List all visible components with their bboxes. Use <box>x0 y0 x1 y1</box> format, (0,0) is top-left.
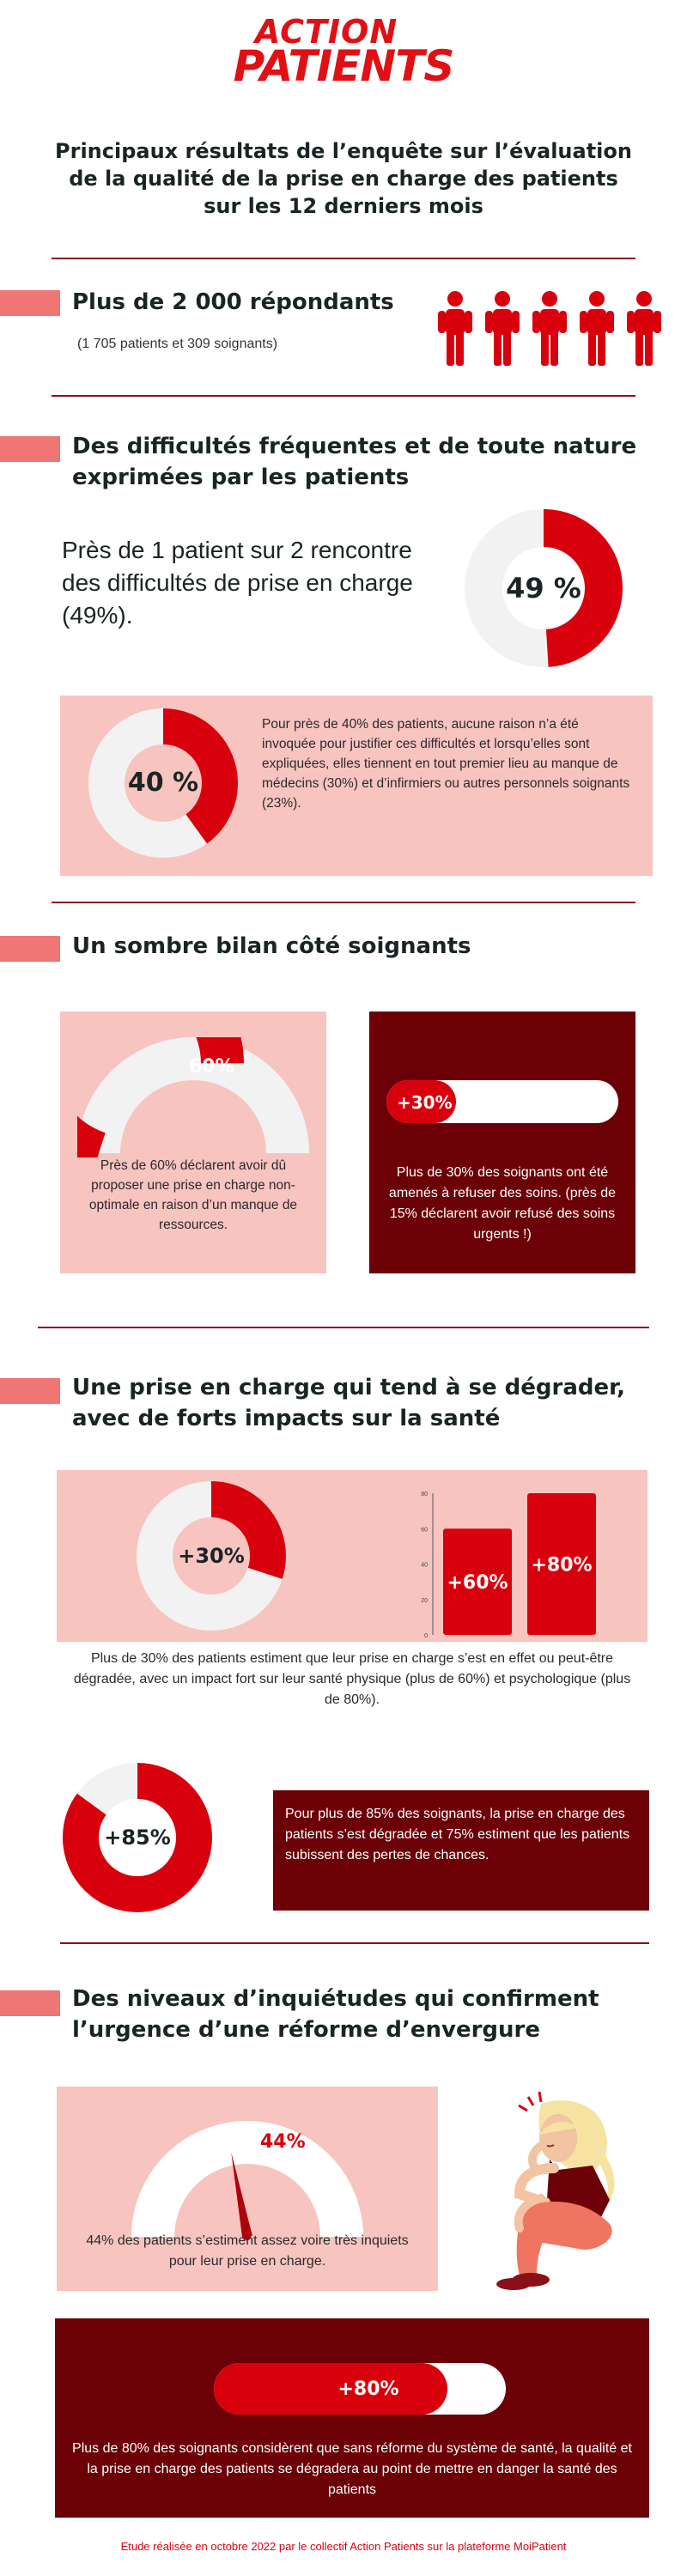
donut-chart-49: 49 % <box>462 507 625 670</box>
logo-line-1: ACTION <box>254 13 398 51</box>
donut-label: 40 % <box>127 768 199 798</box>
gauge-chart-44: 44% <box>131 2121 363 2241</box>
progress-pill-fill <box>386 1080 456 1123</box>
section-2-right-text: Plus de 30% des soignants ont été amenés… <box>388 1165 617 1242</box>
section-3-dark-box: Pour plus de 85% des soignants, la prise… <box>273 1790 649 1911</box>
bar <box>527 1493 596 1635</box>
section-2-title: Un sombre bilan côté soignants <box>72 933 471 959</box>
section-1-stat-text: Près de 1 patient sur 2 rencontre des di… <box>62 537 413 629</box>
divider <box>52 902 635 903</box>
section-marker <box>0 1990 60 2016</box>
donut-label: +30% <box>178 1544 245 1568</box>
section-3-box-text: Pour plus de 85% des soignants, la prise… <box>285 1807 630 1862</box>
worried-woman-illustration <box>447 2078 653 2301</box>
section-2-left-box: 60% Près de 60% déclarent avoir dû propo… <box>12 947 326 1273</box>
progress-pill-label: +30% <box>397 1092 453 1113</box>
donut-chart-30: +30% <box>134 1479 289 1633</box>
section-4-dark-box: +80% Plus de 80% des soignants considère… <box>55 2318 649 2518</box>
logo: ACTION PATIENTS <box>0 15 687 88</box>
bar <box>443 1528 512 1635</box>
y-tick-label: 0 <box>424 1633 428 1639</box>
y-tick-label: 80 <box>421 1492 428 1498</box>
people-icon-group <box>434 290 666 368</box>
section-4-box-text: Plus de 80% des soignants considèrent qu… <box>72 2441 632 2497</box>
respondents-detail: (1 705 patients et 309 soignants) <box>77 337 278 351</box>
section-marker <box>0 290 60 316</box>
divider <box>52 258 635 259</box>
footer-note: Etude réalisée en octobre 2022 par le co… <box>120 2540 567 2553</box>
divider <box>38 1327 649 1328</box>
section-3-caption: Plus de 30% des patients estiment que le… <box>73 1651 631 1707</box>
section-marker <box>0 1378 60 1404</box>
section-3-title: Une prise en charge qui tend à se dégrad… <box>72 1375 626 1431</box>
progress-pill-fill <box>214 2363 447 2415</box>
bar-chart: 80 60 40 20 0 +60% +80% <box>409 1480 623 1642</box>
bar-label: +80% <box>531 1555 592 1577</box>
section-1-info-box: 40 % Pour près de 40% des patients, aucu… <box>60 696 653 876</box>
donut-chart-85: +85% <box>60 1760 215 1915</box>
people-icon <box>438 291 661 366</box>
donut-label: 49 % <box>506 572 581 605</box>
gauge-label: 60% <box>189 1056 234 1078</box>
section-3-chart-box: +30% 80 60 40 20 0 +60% +80% <box>57 1470 647 1642</box>
section-2-right-box: +30% Plus de 30% des soignants ont été a… <box>369 1012 635 1273</box>
section-4-title: Des niveaux d’inquiétudes qui confirment… <box>72 1986 599 2043</box>
gauge-label: 44% <box>260 2131 306 2153</box>
donut-chart-40: 40 % <box>86 706 240 860</box>
progress-pill-label: +80% <box>337 2379 399 2400</box>
section-2-left-text: Près de 60% déclarent avoir dû proposer … <box>88 1158 298 1232</box>
section-marker <box>0 436 60 462</box>
progress-pill: +30% <box>386 1080 618 1123</box>
section-1-title: Des difficultés fréquentes et de toute n… <box>72 434 637 490</box>
divider <box>52 395 635 397</box>
y-tick-label: 40 <box>421 1563 428 1569</box>
respondents-heading: Plus de 2 000 répondants <box>72 289 394 315</box>
gauge-chart-60: 60% <box>12 947 309 1174</box>
section-4-gauge-text: 44% des patients s’estiment assez voire … <box>86 2233 409 2269</box>
bar-label: +60% <box>447 1572 508 1594</box>
logo-line-2: PATIENTS <box>233 41 455 91</box>
y-tick-label: 20 <box>421 1598 428 1604</box>
progress-pill: +80% <box>214 2363 506 2415</box>
y-tick-label: 60 <box>421 1527 428 1533</box>
donut-label: +85% <box>104 1826 171 1850</box>
section-1-box-text: Pour près de 40% des patients, aucune ra… <box>262 717 630 811</box>
divider <box>60 1942 649 1944</box>
section-4-gauge-box: 44% 44% des patients s’estiment assez vo… <box>57 2087 438 2291</box>
page-title: Principaux résultats de l’enquête sur l’… <box>55 139 632 218</box>
section-marker <box>0 936 60 962</box>
